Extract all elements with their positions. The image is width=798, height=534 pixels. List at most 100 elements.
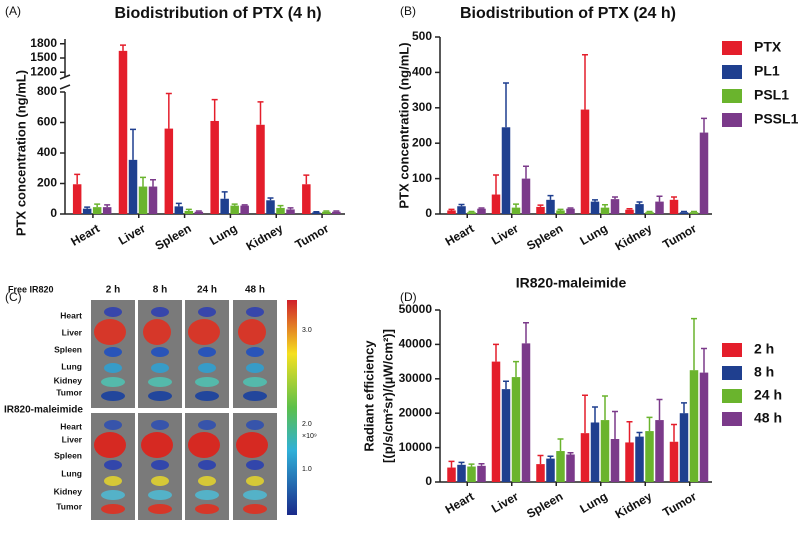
y-tick-label: 100 <box>412 171 432 185</box>
error-bar <box>636 431 643 437</box>
signal-blob <box>243 490 267 500</box>
bar <box>118 50 128 214</box>
signal-blob <box>246 347 264 357</box>
error-bar <box>74 173 81 185</box>
error-bar <box>656 195 663 202</box>
signal-blob <box>195 377 219 387</box>
chart-title: Biodistribution of PTX (24 h) <box>460 5 676 22</box>
time-label: 48 h <box>245 285 265 296</box>
error-bar <box>557 208 564 211</box>
error-bar <box>448 460 455 468</box>
chart-title: IR820-maleimide <box>516 275 627 291</box>
signal-blob <box>104 363 122 373</box>
bar <box>635 204 644 214</box>
legend-label: 2 h <box>754 341 774 357</box>
signal-blob <box>104 347 122 357</box>
bar <box>536 464 545 482</box>
legend-label: 48 h <box>754 410 782 426</box>
bar <box>625 442 634 482</box>
signal-blob <box>195 490 219 500</box>
error-bar <box>671 196 677 200</box>
error-bar <box>582 394 588 434</box>
signal-blob <box>101 391 125 401</box>
error-bar <box>120 44 126 51</box>
bar <box>689 370 699 482</box>
bar <box>699 372 709 482</box>
signal-blob <box>151 363 169 373</box>
bar <box>82 208 92 214</box>
error-bar <box>567 207 574 209</box>
signal-blob <box>94 432 126 458</box>
error-bar <box>458 461 465 465</box>
bar <box>546 199 555 214</box>
y-axis-label: PTX concentration (ng/mL) <box>13 70 28 236</box>
bar <box>511 207 521 214</box>
axis-break <box>59 74 71 80</box>
bar <box>194 211 204 214</box>
colorbar-label: 3.0 <box>302 327 312 334</box>
axis-break <box>59 84 71 90</box>
y-tick-label: 400 <box>37 145 57 159</box>
signal-blob <box>151 476 169 486</box>
signal-blob <box>101 490 125 500</box>
bar <box>457 206 466 214</box>
error-bar <box>165 92 172 129</box>
bar <box>256 124 265 214</box>
signal-blob <box>141 432 173 458</box>
organ-label: Kidney <box>54 375 83 385</box>
bar <box>679 413 689 482</box>
bar <box>536 206 545 214</box>
bar <box>590 201 600 214</box>
error-bar <box>557 438 564 452</box>
bar <box>689 212 699 214</box>
x-tick-label: Lung <box>207 221 239 248</box>
bar <box>645 431 654 482</box>
legend-swatch <box>722 343 742 357</box>
bar <box>467 212 476 214</box>
error-bar <box>691 317 697 371</box>
error-bar <box>671 423 677 442</box>
error-bar <box>681 402 687 414</box>
error-bar <box>333 210 340 212</box>
error-bar <box>636 201 643 205</box>
error-bar <box>602 395 608 421</box>
error-bar <box>503 380 509 390</box>
bar <box>266 200 275 214</box>
x-tick-label: Kidney <box>244 221 286 253</box>
bar <box>230 205 239 214</box>
error-bar <box>287 207 294 210</box>
organ-label: Lung <box>61 361 82 371</box>
signal-blob <box>151 420 169 430</box>
error-bar <box>626 207 633 210</box>
legend-swatch <box>722 41 742 55</box>
legend-label: 24 h <box>754 387 782 403</box>
error-bar <box>646 416 653 432</box>
signal-blob <box>195 391 219 401</box>
y-tick-label: 600 <box>37 115 57 129</box>
y-tick-label: 0 <box>425 206 432 220</box>
error-bar <box>150 178 156 187</box>
error-bar <box>185 208 192 211</box>
x-tick-label: Kidney <box>613 489 655 521</box>
x-tick-label: Heart <box>443 221 477 248</box>
error-bar <box>175 202 182 207</box>
error-bar <box>567 452 574 455</box>
bar <box>477 465 486 482</box>
bar <box>174 206 184 214</box>
error-bar <box>195 210 202 212</box>
error-bar <box>257 101 264 125</box>
signal-blob <box>243 504 267 514</box>
bar <box>447 210 456 214</box>
bar <box>521 178 531 214</box>
bar <box>240 205 249 214</box>
y-tick-label: 800 <box>37 84 57 98</box>
error-bar <box>303 174 310 185</box>
error-bar <box>582 53 588 110</box>
group-label: Free IR820 <box>8 284 54 294</box>
legend-swatch <box>722 389 742 403</box>
bar <box>635 436 644 482</box>
bar <box>566 454 575 482</box>
organ-label: Liver <box>62 434 83 444</box>
error-bar <box>602 204 608 208</box>
